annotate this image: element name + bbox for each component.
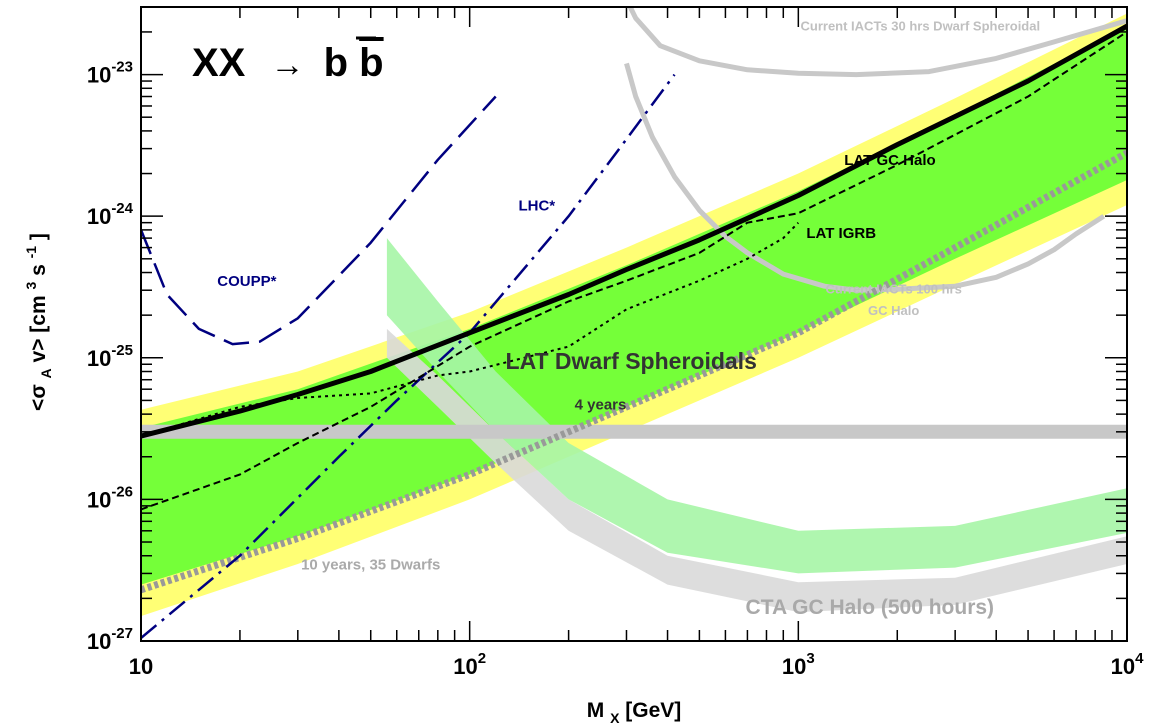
series-current-iacts-100-hrs-gc-halo (624, 62, 1106, 293)
series-lat-dwarf-spheroidals (141, 23, 1127, 439)
x-tick-label: 104 (1111, 650, 1144, 679)
annotation-lat-dwarf-spheroidals: LAT Dwarf Spheroidals (506, 348, 757, 374)
y-tick-label: 10-26 (87, 483, 133, 512)
annotation-cta-gc-halo-500-hours: CTA GC Halo (500 hours) (746, 596, 995, 619)
y-axis-label: <σ A v> [cm 3 s -1 ] (18, 233, 56, 411)
band-cta-gc-halo-500-hours-outer (386, 328, 1127, 613)
series-current-iacts-30-hrs-dwarf-spheroidal (627, 7, 1127, 78)
annotation-4-years: 4 years (575, 397, 627, 414)
y-label-part-5: -1 (23, 246, 39, 259)
title-arrow: → (270, 46, 304, 84)
series-10-years-35-dwarfs (141, 149, 1127, 594)
y-label-part-4: s (27, 264, 50, 276)
x-axis-label: M X [GeV] (587, 699, 682, 728)
annotation-gc-halo: GC Halo (868, 303, 919, 318)
x-axis-label-main: M (587, 699, 605, 722)
series-coupp (141, 95, 497, 346)
x-axis-label-sub: X (610, 710, 620, 726)
y-tick-label: 10-27 (87, 625, 133, 654)
title-xx: XX (192, 41, 246, 85)
x-tick-label: 102 (453, 650, 486, 679)
plot-frame (140, 6, 1128, 642)
annotation-current-iacts-100-hrs: Current IACTs 100 hrs (826, 281, 962, 296)
y-label-part-0: <σ (27, 384, 50, 411)
annotation-lat-igrb: LAT IGRB (806, 225, 876, 242)
chart-title: XX → b b (192, 41, 384, 85)
y-tick-label: 10-23 (87, 59, 133, 88)
annotation-layer: COUPP* LHC* LAT GC Halo LAT IGRB LAT Dwarf S… (217, 18, 1040, 619)
y-label-part-6: ] (27, 233, 50, 240)
title-bbar: b (359, 41, 383, 85)
annotation-current-iacts-30-hrs-dwarf-spheroidal: Current IACTs 30 hrs Dwarf Spheroidal (801, 18, 1041, 33)
y-label-part-3: 3 (23, 282, 39, 290)
x-tick-label: 10 (129, 654, 153, 679)
series-lat-gc-halo (141, 31, 1127, 511)
band-lat-dwarf-spheroidals-4-years-band-green (141, 26, 1127, 585)
y-label-part-1: A (38, 368, 54, 378)
x-axis-label-unit: [GeV] (625, 699, 681, 722)
annotation-lhc: LHC* (518, 197, 555, 214)
bands-layer (141, 13, 1127, 617)
band-cta-gc-halo-500-hours-inner (386, 238, 1127, 574)
y-tick-label: 10-24 (87, 200, 134, 229)
series-lhc (141, 73, 676, 639)
y-label-part-2: v> [cm (27, 295, 50, 362)
y-tick-label: 10-25 (87, 342, 133, 371)
x-tick-label: 103 (782, 650, 815, 679)
series-layer (141, 7, 1127, 639)
ticks-layer: 10 102 103 104 10-27 10-26 10-25 10-24 10-23 (87, 6, 1144, 679)
title-b: b (324, 41, 348, 85)
annotation-lat-gc-halo: LAT GC Halo (844, 152, 935, 169)
series-lat-igrb (141, 222, 800, 438)
annotation-coupp: COUPP* (217, 273, 276, 290)
annotation-10-years-35-dwarfs: 10 years, 35 Dwarfs (301, 557, 440, 574)
